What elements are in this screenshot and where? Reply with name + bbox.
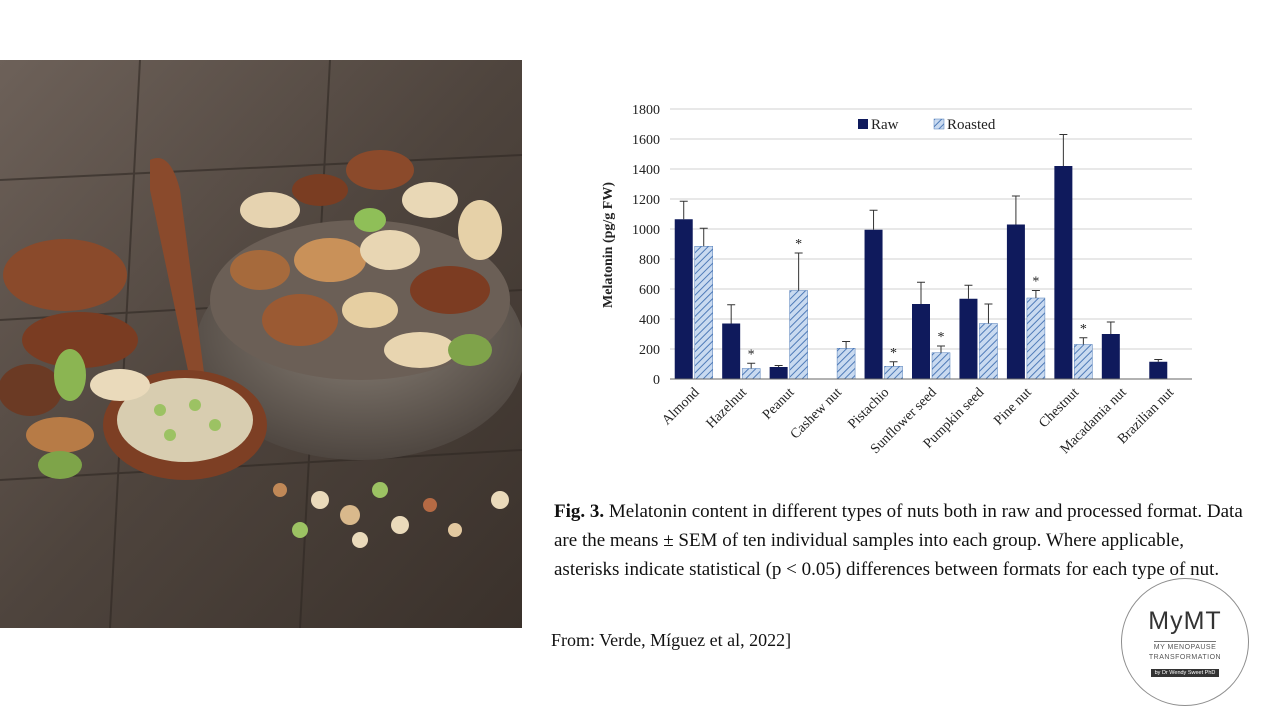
y-tick-label: 600 xyxy=(639,283,660,298)
bar-raw-pumpkin-seed xyxy=(959,298,978,379)
significance-markers: * * * * * * xyxy=(748,237,1087,362)
logo-line1: MY MENOPAUSE xyxy=(1153,641,1217,651)
bar-roasted-chestnut xyxy=(1074,344,1093,380)
bar-raw-peanut xyxy=(769,367,788,379)
y-axis-ticks: 0 200 400 600 800 1000 1200 1400 1600 1800 xyxy=(632,103,660,388)
significance-star: * xyxy=(1080,322,1087,337)
bar-roasted-pine-nut xyxy=(1026,297,1046,380)
bar-roasted-pistachio xyxy=(884,366,903,380)
bar-raw-macadamia-nut xyxy=(1101,334,1120,379)
x-tick-label: Pine nut xyxy=(991,385,1034,428)
logo-line2: TRANSFORMATION xyxy=(1148,654,1222,661)
x-tick-label: Cashew nut xyxy=(788,385,845,442)
bar-roasted-cashew-nut xyxy=(836,348,856,380)
x-tick-label: Hazelnut xyxy=(704,385,750,431)
logo-line3: by Dr Wendy Sweet PhD xyxy=(1150,669,1220,677)
y-tick-label: 200 xyxy=(639,343,660,358)
significance-star: * xyxy=(748,347,755,362)
bar-raw-hazelnut xyxy=(722,323,741,379)
significance-star: * xyxy=(890,346,897,361)
source-citation: From: Verde, Míguez et al, 2022] xyxy=(551,630,792,650)
y-tick-label: 1800 xyxy=(632,103,660,118)
bar-roasted-sunflower-seed xyxy=(931,352,951,380)
gridlines xyxy=(670,108,1192,350)
caption-label: Fig. 3. xyxy=(554,501,605,522)
bar-roasted-almond xyxy=(694,246,713,380)
x-tick-label: Pistachio xyxy=(845,385,892,432)
bar-raw-almond xyxy=(674,219,693,379)
legend-swatch-raw xyxy=(858,119,868,129)
legend-swatch-roasted xyxy=(933,118,945,130)
y-tick-label: 0 xyxy=(653,373,660,388)
logo-name: MyMT xyxy=(1148,607,1222,635)
bars xyxy=(674,166,1168,380)
bar-roasted-hazelnut xyxy=(741,368,761,380)
bar-raw-brazilian-nut xyxy=(1149,361,1168,379)
x-tick-label: Peanut xyxy=(760,385,798,423)
y-tick-label: 400 xyxy=(639,313,660,328)
significance-star: * xyxy=(938,330,945,345)
bar-raw-chestnut xyxy=(1054,166,1073,379)
bar-raw-pine-nut xyxy=(1006,224,1025,379)
bar-roasted-peanut xyxy=(789,290,808,380)
significance-star: * xyxy=(1032,275,1039,290)
figure-caption: Fig. 3. Melatonin content in different t… xyxy=(554,497,1254,584)
legend-label-raw: Raw xyxy=(871,117,899,133)
y-tick-label: 800 xyxy=(639,253,660,268)
melatonin-bar-chart: Melatonin (pg/g FW) 0 200 400 600 800 1000 120… xyxy=(601,103,1192,457)
caption-text: Melatonin content in different types of … xyxy=(554,501,1243,580)
y-tick-label: 1400 xyxy=(632,163,660,178)
y-tick-label: 1000 xyxy=(632,223,660,238)
bar-roasted-pumpkin-seed xyxy=(979,323,998,380)
legend: Raw Roasted xyxy=(858,117,996,133)
y-tick-label: 1600 xyxy=(632,133,660,148)
mymt-logo: MyMT MY MENOPAUSE TRANSFORMATION by Dr W… xyxy=(1121,578,1249,706)
error-bars xyxy=(679,134,1163,369)
bar-raw-pistachio xyxy=(864,229,883,379)
x-tick-label: Chestnut xyxy=(1036,385,1082,431)
significance-star: * xyxy=(795,237,802,252)
x-tick-label: Almond xyxy=(659,385,702,428)
mixed-nuts-photo xyxy=(0,60,522,628)
bar-raw-sunflower-seed xyxy=(912,304,930,379)
legend-label-roasted: Roasted xyxy=(947,117,996,133)
y-axis-label: Melatonin (pg/g FW) xyxy=(601,182,616,308)
y-tick-label: 1200 xyxy=(632,193,660,208)
